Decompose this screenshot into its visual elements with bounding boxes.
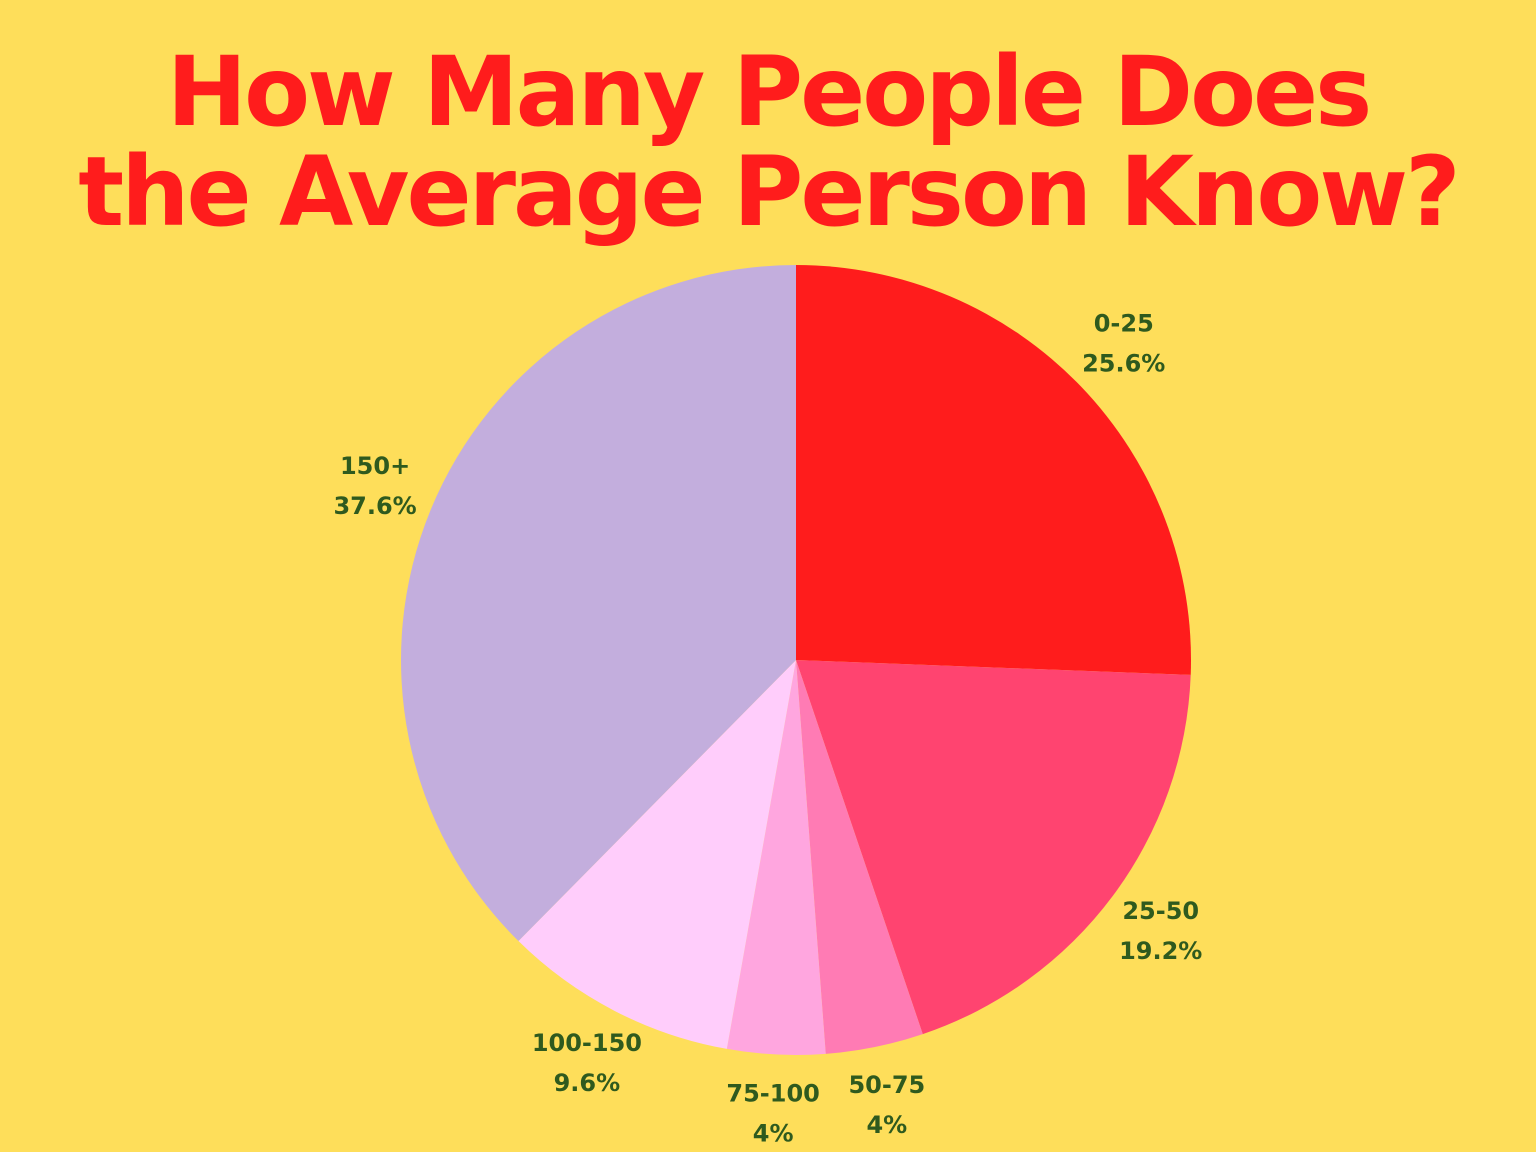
chart-title: How Many People Does the Average Person … — [78, 36, 1460, 248]
pie-slice — [796, 265, 1192, 675]
slice-label: 75-100 — [726, 1079, 819, 1107]
slice-value-label: 4% — [753, 1119, 794, 1147]
slice-label: 25-50 — [1122, 897, 1199, 925]
slice-value-label: 4% — [866, 1111, 907, 1139]
slice-value-label: 37.6% — [333, 492, 416, 520]
slice-label: 50-75 — [848, 1071, 925, 1099]
pie-slice — [796, 660, 923, 1054]
pie-slice — [796, 660, 1191, 1035]
slice-label: 0-25 — [1094, 309, 1154, 337]
slice-value-label: 9.6% — [554, 1069, 621, 1097]
pie-slice — [726, 660, 826, 1056]
slice-value-label: 25.6% — [1082, 349, 1165, 377]
slice-value-label: 19.2% — [1119, 937, 1202, 965]
slice-label: 100-150 — [532, 1029, 642, 1057]
slice-label: 150+ — [340, 452, 410, 480]
pie-slice — [518, 660, 796, 1049]
pie-slice — [400, 265, 796, 942]
